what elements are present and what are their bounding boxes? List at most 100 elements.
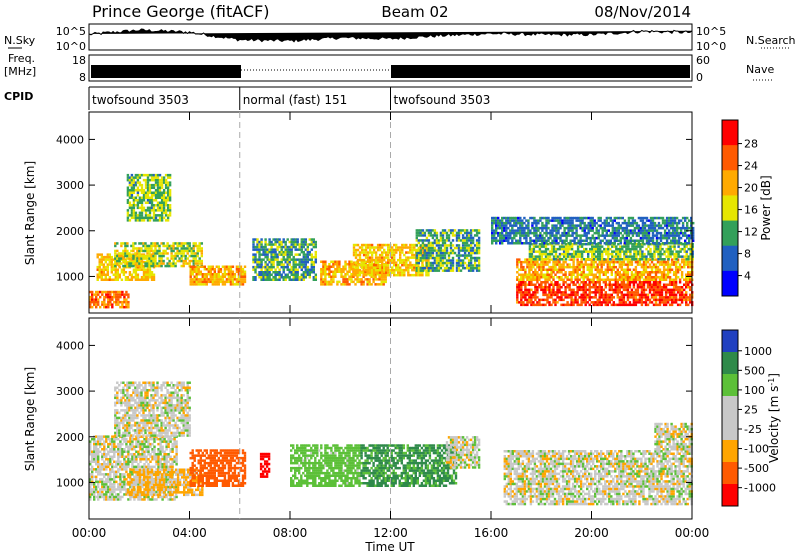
heatmap-cell: [425, 236, 429, 240]
heatmap-cell: [552, 298, 555, 302]
heatmap-cell: [158, 204, 162, 207]
heatmap-cell: [535, 239, 538, 242]
heatmap-cell: [114, 271, 118, 274]
heatmap-cell: [670, 296, 674, 299]
heatmap-cell: [103, 295, 106, 299]
heatmap-cell: [439, 246, 443, 250]
heatmap-cell: [158, 209, 162, 212]
heatmap-cell: [569, 242, 572, 245]
heatmap-cell: [421, 251, 424, 254]
heatmap-cell: [524, 293, 527, 297]
heatmap-cell: [280, 250, 283, 254]
heatmap-cell: [166, 173, 170, 177]
heatmap-cell: [638, 286, 642, 289]
heatmap-cell: [180, 247, 183, 250]
heatmap-cell: [519, 226, 522, 230]
heatmap-cell: [640, 298, 644, 302]
heatmap-cell: [687, 283, 690, 286]
heatmap-cell: [635, 252, 638, 256]
heatmap-cell: [352, 271, 356, 274]
heatmap-cell: [590, 278, 593, 281]
heatmap-cell: [591, 216, 594, 220]
heatmap-cell: [525, 242, 528, 245]
heatmap-cell: [614, 265, 618, 269]
heatmap-cell: [604, 296, 608, 299]
heatmap-cell: [180, 244, 183, 248]
heatmap-cell: [609, 242, 613, 245]
heatmap-cell: [142, 216, 146, 220]
heatmap-cell: [641, 234, 645, 237]
heatmap-cell: [584, 293, 587, 297]
heatmap-cell: [612, 291, 616, 294]
heatmap-cell: [530, 250, 534, 253]
heatmap-cell: [572, 301, 575, 304]
heatmap-cell: [385, 243, 388, 247]
heatmap-cell: [391, 268, 394, 272]
heatmap-cell: [675, 252, 678, 256]
heatmap-cell: [178, 252, 181, 255]
heatmap-cell: [294, 263, 297, 266]
heatmap-cell: [548, 268, 551, 271]
heatmap-cell: [272, 276, 275, 279]
heatmap-cell: [629, 250, 632, 253]
heatmap-cell: [459, 254, 463, 257]
heatmap-cell: [551, 216, 554, 220]
heatmap-cell: [296, 248, 299, 251]
heatmap-cell: [598, 268, 601, 271]
heatmap-cell: [536, 258, 540, 261]
heatmap-cell: [366, 271, 370, 274]
heatmap-cell: [116, 259, 119, 263]
heatmap-cell: [641, 229, 645, 232]
heatmap-cell: [154, 178, 158, 182]
heatmap-cell: [421, 231, 425, 235]
heatmap-cell: [144, 278, 148, 281]
heatmap-cell: [597, 258, 600, 261]
heatmap-cell: [415, 269, 419, 272]
heatmap-cell: [678, 288, 682, 292]
heatmap-cell: [260, 278, 263, 281]
heatmap-cell: [689, 281, 692, 284]
heatmap-cell: [374, 265, 377, 268]
heatmap-cell: [598, 298, 601, 302]
heatmap-cell: [168, 189, 172, 192]
heatmap-cell: [594, 265, 597, 269]
heatmap-cell: [101, 303, 104, 306]
heatmap-cell: [366, 273, 369, 276]
heatmap-cell: [644, 260, 648, 264]
heatmap-cell: [592, 278, 595, 281]
heatmap-cell: [105, 305, 108, 309]
heatmap-cell: [162, 252, 165, 255]
heatmap-cell: [540, 303, 543, 307]
heatmap-cell: [626, 298, 630, 302]
heatmap-cell: [669, 252, 672, 256]
heatmap-cell: [270, 273, 273, 276]
heatmap-cell: [180, 254, 183, 258]
heatmap-cell: [534, 291, 537, 294]
heatmap-cell: [685, 252, 688, 256]
heatmap-cell: [350, 268, 353, 271]
heatmap-cell: [350, 280, 353, 284]
heatmap-cell: [650, 293, 654, 297]
heatmap-cell: [195, 273, 198, 276]
heatmap-cell: [499, 224, 502, 227]
heatmap-cell: [477, 241, 481, 245]
heatmap-cell: [665, 247, 668, 251]
heatmap-cell: [189, 275, 192, 278]
heatmap-cell: [610, 303, 614, 307]
heatmap-cell: [530, 255, 534, 258]
heatmap-cell: [154, 196, 158, 199]
heatmap-cell: [674, 288, 678, 292]
heatmap-cell: [668, 288, 672, 292]
heatmap-cell: [356, 275, 359, 278]
heatmap-cell: [640, 263, 644, 266]
heatmap-cell: [666, 288, 670, 292]
heatmap-cell: [419, 239, 423, 242]
heatmap-cell: [296, 276, 299, 279]
heatmap-cell: [647, 245, 650, 248]
heatmap-cell: [427, 256, 431, 260]
heatmap-cell: [499, 226, 502, 230]
heatmap-cell: [495, 219, 498, 222]
heatmap-cell: [201, 265, 205, 268]
heatmap-cell: [106, 273, 110, 276]
heatmap-cell: [368, 263, 372, 267]
